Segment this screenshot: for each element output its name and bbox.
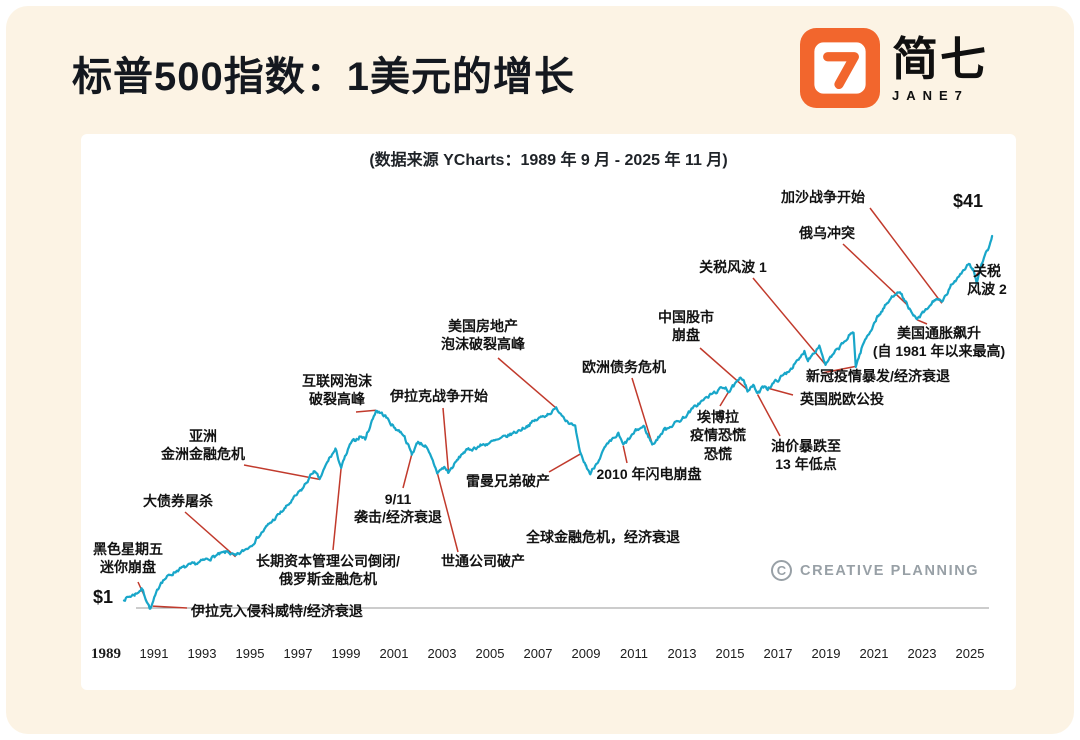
x-tick-1997: 1997 [283, 646, 313, 661]
annotation-line-china-crash [699, 347, 748, 391]
x-tick-1991: 1991 [139, 646, 169, 661]
annotation-line-ltcm [332, 467, 342, 551]
brand-latin: JANE7 [892, 88, 969, 104]
annotation-line-iraq-war [442, 407, 450, 473]
x-tick-1999: 1999 [331, 646, 361, 661]
annotation-line-worldcom [436, 472, 459, 553]
annotation-line-russia-ukraine [842, 243, 909, 306]
annotation-flash-crash: 2010 年闪电崩盘 [596, 466, 702, 482]
annotation-line-flash-crash [622, 445, 628, 464]
x-tick-2009: 2009 [571, 646, 601, 661]
annotation-nine-eleven: 9/11 袭击/经济衰退 [354, 491, 442, 526]
annotation-line-gaza-war [869, 207, 943, 304]
x-tick-1989: 1989 [91, 646, 121, 662]
x-tick-2011: 2011 [620, 646, 648, 661]
x-tick-1993: 1993 [187, 646, 217, 661]
brand-name: 简七 [892, 32, 988, 85]
jane7-logo-icon [800, 28, 880, 108]
x-tick-2007: 2007 [523, 646, 553, 661]
x-tick-2021: 2021 [859, 646, 889, 661]
x-tick-2013: 2013 [667, 646, 697, 661]
annotation-value-start: $1 [93, 587, 114, 607]
annotation-lehman: 雷曼兄弟破产 [466, 473, 550, 489]
annotation-bond-massacre: 大债券屠杀 [143, 493, 213, 509]
creative-planning-watermark: C CREATIVE PLANNING [771, 560, 979, 581]
brand-text: 简七 JANE7 [892, 33, 988, 104]
brand-logo: 简七 JANE7 [800, 28, 988, 108]
annotation-tariff-2: 关税 风波 2 [967, 263, 1007, 298]
annotation-covid: 新冠疫情暴发/经济衰退 [806, 368, 950, 384]
x-tick-2001: 2001 [379, 646, 409, 661]
x-tick-2023: 2023 [907, 646, 937, 661]
annotation-line-housing-bubble [497, 357, 558, 410]
annotation-line-inflation [916, 319, 928, 325]
annotation-line-asia-crisis [243, 464, 320, 481]
x-tick-2025: 2025 [955, 646, 985, 661]
annotation-black-friday: 黑色星期五 迷你崩盘 [93, 541, 163, 576]
line-chart [122, 207, 994, 610]
chart-card: (数据来源 YCharts：1989 年 9 月 - 2025 年 11 月) … [81, 134, 1016, 690]
annotation-asia-crisis: 亚洲 金洲金融危机 [161, 428, 245, 463]
annotation-inflation: 美国通胀飙升 (自 1981 年以来最高) [872, 325, 1006, 360]
creative-planning-text: CREATIVE PLANNING [800, 562, 980, 579]
annotation-value-end: $41 [953, 191, 984, 211]
annotation-line-lehman [548, 453, 581, 473]
x-tick-2017: 2017 [763, 646, 793, 661]
x-tick-2003: 2003 [427, 646, 457, 661]
annotation-housing-bubble: 美国房地产 泡沫破裂高峰 [441, 318, 525, 353]
annotation-line-oil-crash [756, 394, 781, 437]
annotation-euro-debt: 欧洲债务危机 [582, 359, 666, 375]
page-title: 标普500指数：1美元的增长 [72, 55, 575, 99]
annotation-line-dotcom [355, 409, 377, 413]
annotation-oil-crash: 油价暴跌至 13 年低点 [771, 438, 841, 473]
sp500-line [122, 234, 994, 610]
annotation-line-covid [821, 365, 856, 374]
x-tick-2015: 2015 [715, 646, 745, 661]
x-tick-2019: 2019 [811, 646, 841, 661]
annotation-tariff-1: 关税风波 1 [699, 259, 767, 275]
annotation-brexit: 英国脱欧公投 [800, 391, 884, 407]
annotation-iraq-kuwait: 伊拉克入侵科威特/经济衰退 [191, 603, 363, 619]
annotation-russia-ukraine: 俄乌冲突 [799, 225, 855, 241]
annotation-gfc: 全球金融危机，经济衰退 [526, 529, 680, 545]
annotation-line-ebola [719, 391, 730, 407]
annotation-iraq-war: 伊拉克战争开始 [390, 388, 488, 404]
annotation-gaza-war: 加沙战争开始 [781, 189, 865, 205]
chart-subtitle: (数据来源 YCharts：1989 年 9 月 - 2025 年 11 月) [369, 152, 728, 169]
annotation-china-crash: 中国股市 崩盘 [658, 309, 714, 344]
annotation-dotcom: 互联网泡沫 破裂高峰 [302, 373, 372, 408]
annotation-ltcm: 长期资本管理公司倒闭/俄罗斯金融危机 [256, 553, 400, 588]
annotation-worldcom: 世通公司破产 [441, 553, 525, 569]
annotation-line-iraq-kuwait [152, 605, 188, 609]
annotation-line-nine-eleven [402, 454, 413, 489]
annotation-line-euro-debt [631, 377, 654, 445]
x-tick-2005: 2005 [475, 646, 505, 661]
creative-planning-icon: C [771, 560, 792, 581]
annotation-line-tariff-1 [752, 277, 827, 366]
annotation-ebola: 埃博拉 疫情恐慌 恐慌 [690, 409, 746, 462]
infographic-canvas: 标普500指数：1美元的增长 简七 JANE7 (数据来源 YCharts：19… [6, 6, 1074, 734]
x-tick-1995: 1995 [235, 646, 265, 661]
annotation-line-bond-massacre [184, 511, 237, 558]
annotation-line-brexit [767, 387, 794, 396]
